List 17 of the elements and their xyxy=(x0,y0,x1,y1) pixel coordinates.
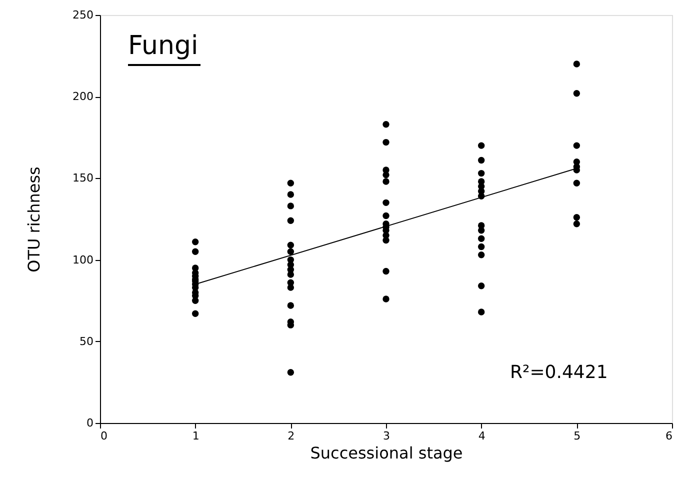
y-tick-label: 200 xyxy=(72,90,94,104)
x-tick-label: 4 xyxy=(478,430,486,442)
y-axis-title: OTU richness xyxy=(24,166,44,272)
x-tick-label: 5 xyxy=(574,430,581,442)
y-tick-label: 250 xyxy=(72,8,94,22)
annotation: R²=0.4421 xyxy=(510,362,608,383)
y-tick-label: 150 xyxy=(72,172,94,185)
x-axis-title: Successional stage xyxy=(310,444,463,462)
y-tick-label: 0 xyxy=(86,416,94,430)
text: Fungi xyxy=(128,31,198,61)
y-tick-label: 50 xyxy=(80,334,94,348)
x-tick-label: 2 xyxy=(288,430,295,442)
y-tick-label: 100 xyxy=(72,253,94,266)
x-tick-label: 1 xyxy=(192,430,200,442)
x-tick-label: 6 xyxy=(666,430,672,442)
x-tick-label: 3 xyxy=(383,430,390,442)
x-tick-label: 0 xyxy=(100,430,108,442)
